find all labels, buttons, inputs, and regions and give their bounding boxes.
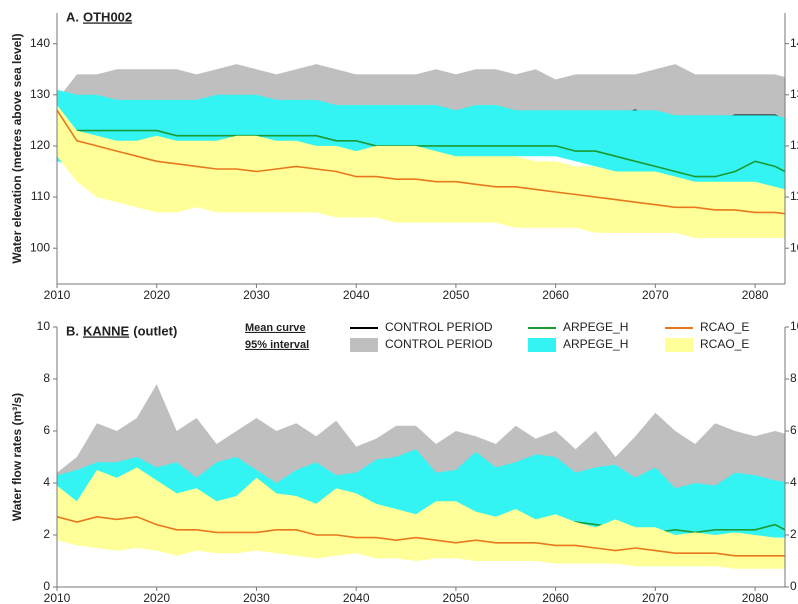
y-tick-label: 130 xyxy=(30,87,50,101)
panel-label: A. xyxy=(66,9,79,24)
y-tick-label-right: 8 xyxy=(790,371,797,385)
y-tick-label-right: 120 xyxy=(790,138,798,152)
x-tick-label: 2050 xyxy=(443,591,470,604)
y-tick-label: 10 xyxy=(37,319,51,333)
y-tick-label-right: 6 xyxy=(790,423,797,437)
y-tick-label: 6 xyxy=(43,423,50,437)
legend-swatch xyxy=(665,338,693,352)
y-tick-label-right: 110 xyxy=(790,189,798,203)
x-tick-label: 2020 xyxy=(143,591,170,604)
y-tick-label-right: 10 xyxy=(790,319,798,333)
legend-label: ARPEGE_H xyxy=(563,320,628,334)
x-tick-label: 2050 xyxy=(443,288,470,302)
x-tick-label: 2030 xyxy=(243,591,270,604)
x-tick-label: 2020 xyxy=(143,288,170,302)
legend-swatch xyxy=(350,338,378,352)
y-axis-label: Water elevation (metres above sea level) xyxy=(10,33,24,263)
y-tick-label-right: 140 xyxy=(790,36,798,50)
panel-label: B. xyxy=(66,323,79,338)
legend-label: CONTROL PERIOD xyxy=(385,320,493,334)
chart-title: OTH002 xyxy=(83,9,132,24)
x-tick-label: 2060 xyxy=(542,288,569,302)
interval-band xyxy=(57,105,785,238)
title-note: (outlet) xyxy=(133,323,177,338)
x-tick-label: 2080 xyxy=(742,288,769,302)
y-tick-label: 100 xyxy=(30,240,50,254)
plot-area xyxy=(57,384,785,569)
y-axis-label: Water flow rates (m³/s) xyxy=(10,393,24,521)
y-tick-label: 2 xyxy=(43,527,50,541)
x-tick-label: 2060 xyxy=(542,591,569,604)
y-tick-label-right: 0 xyxy=(790,579,797,593)
mean-line xyxy=(57,515,785,557)
y-tick-label: 110 xyxy=(31,189,50,203)
x-tick-label: 2030 xyxy=(243,288,270,302)
legend-label: CONTROL PERIOD xyxy=(385,337,493,351)
chart-title: KANNE xyxy=(83,323,130,338)
x-tick-label: 2040 xyxy=(343,288,370,302)
y-tick-label-right: 130 xyxy=(790,87,798,101)
legend-header: 95% interval xyxy=(245,339,309,351)
legend-label: RCAO_E xyxy=(700,320,749,334)
x-tick-label: 2040 xyxy=(343,591,370,604)
y-tick-label-right: 2 xyxy=(790,527,797,541)
legend-header: Mean curve xyxy=(245,322,306,334)
plot-area xyxy=(57,64,785,238)
x-tick-label: 2010 xyxy=(44,288,71,302)
x-tick-label: 2070 xyxy=(642,288,669,302)
legend-swatch xyxy=(528,338,556,352)
y-tick-label: 120 xyxy=(30,138,50,152)
y-tick-label: 8 xyxy=(43,371,50,385)
interval-band xyxy=(57,89,785,192)
legend-label: ARPEGE_H xyxy=(563,337,628,351)
y-tick-label: 0 xyxy=(43,579,50,593)
x-tick-label: 2070 xyxy=(642,591,669,604)
x-tick-label: 2080 xyxy=(742,591,769,604)
mean-line xyxy=(57,124,785,178)
x-tick-label: 2010 xyxy=(44,591,71,604)
y-tick-label: 4 xyxy=(43,475,50,489)
y-tick-label: 140 xyxy=(30,36,50,50)
mean-line xyxy=(57,109,785,215)
interval-band xyxy=(57,467,785,569)
legend-label: RCAO_E xyxy=(700,337,749,351)
y-tick-label-right: 4 xyxy=(790,475,797,489)
y-tick-label-right: 100 xyxy=(790,240,798,254)
